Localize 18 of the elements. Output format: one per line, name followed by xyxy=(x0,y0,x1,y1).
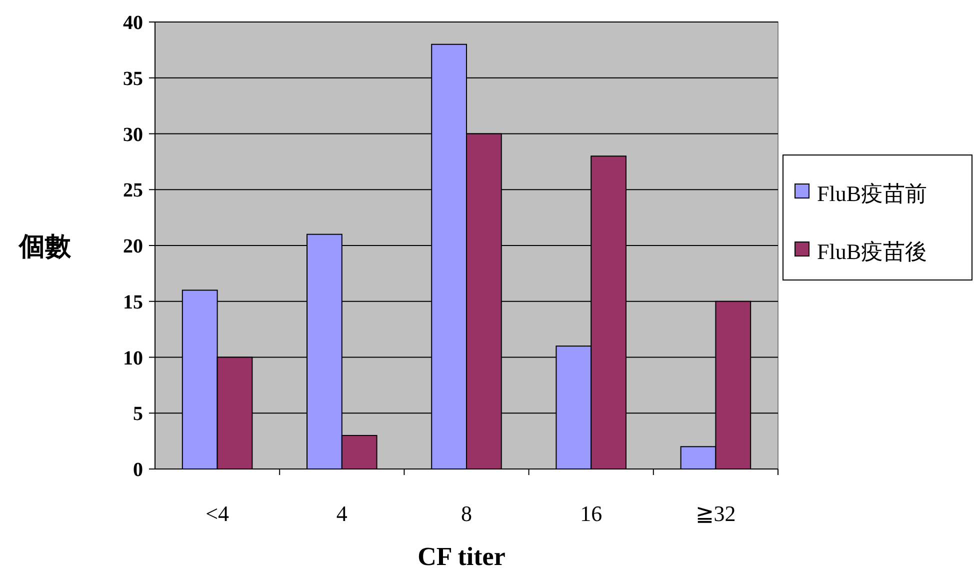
y-tick-label: 5 xyxy=(133,403,143,426)
y-tick-label: 25 xyxy=(123,180,143,202)
x-tick-label: 8 xyxy=(461,501,472,526)
y-tick-label: 40 xyxy=(123,12,143,34)
legend-label: FluB疫苗後 xyxy=(817,239,928,264)
x-tick-label: 4 xyxy=(336,501,348,526)
x-axis-title: CF titer xyxy=(418,542,506,571)
y-tick-label: 15 xyxy=(123,291,143,314)
y-tick-label: 20 xyxy=(123,236,143,258)
y-axis-title: 個數 xyxy=(18,232,72,261)
y-tick-label: 30 xyxy=(123,124,143,146)
legend-label: FluB疫苗前 xyxy=(817,181,928,206)
y-tick-label: 35 xyxy=(123,68,143,90)
x-tick-label: <4 xyxy=(206,501,230,526)
y-tick-label: 10 xyxy=(123,347,143,370)
x-tick-label: ≧32 xyxy=(696,501,736,526)
y-tick-label: 0 xyxy=(133,459,143,481)
x-tick-label: 16 xyxy=(580,501,602,526)
